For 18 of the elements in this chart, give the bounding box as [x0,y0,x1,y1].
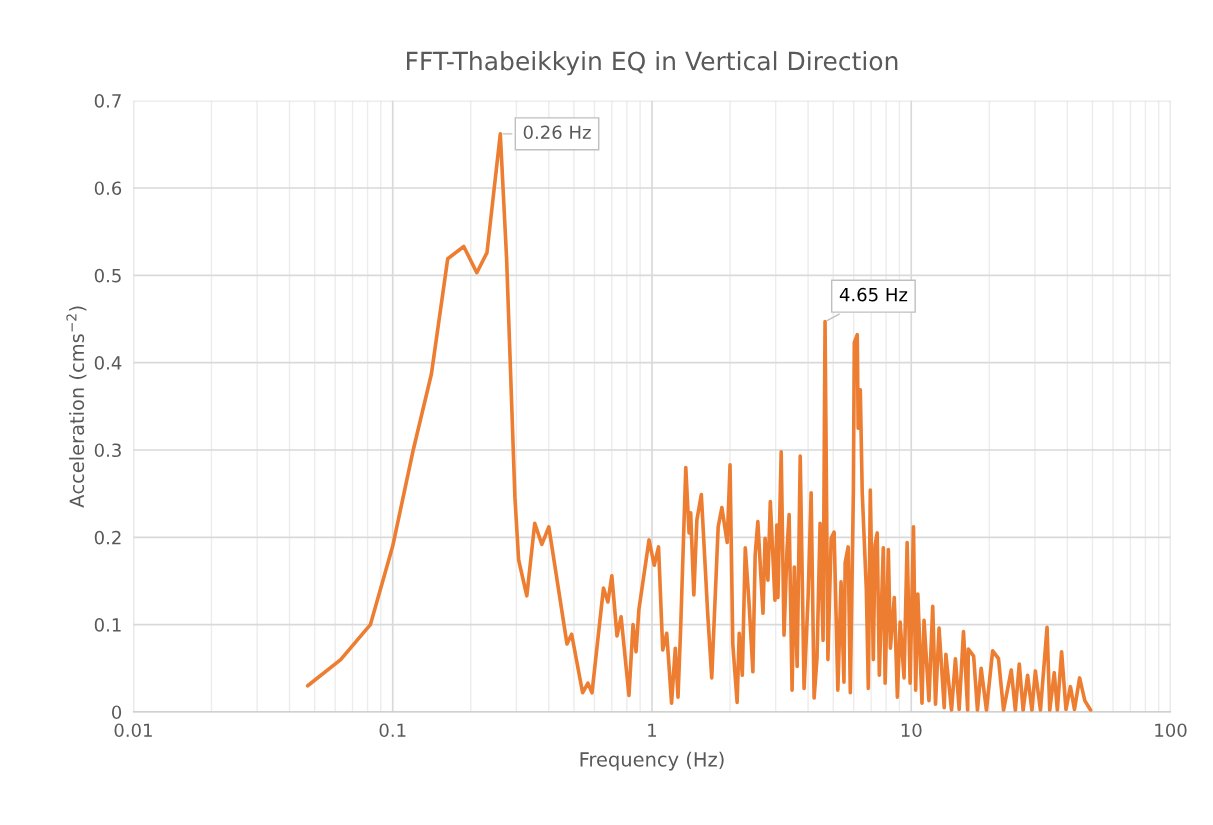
y-tick-label: 0.3 [94,443,121,458]
y-tick-label: 0.6 [94,181,122,196]
x-tick-label: 0.1 [379,723,406,738]
annotation: 4.65 Hz [839,287,908,302]
chart-title: FFT-Thabeikkyin EQ in Vertical Direction [407,51,898,76]
annotation: 0.26 Hz [523,125,591,140]
y-tick-label: 0.1 [94,618,121,632]
x-tick-label: 100 [1155,723,1187,738]
y-tick-label: 0.5 [94,268,121,283]
y-tick-label: 0.2 [94,530,121,545]
y-axis-title: Acceleration (cms$^{−2}$) [66,306,87,508]
x-axis-title: Frequency (Hz) [580,751,724,771]
x-tick-label: 0.01 [114,723,152,738]
x-tick-label: 1 [648,723,657,737]
y-tick-label: 0.4 [94,356,122,370]
y-tick-label: 0.7 [94,94,121,108]
x-tick-label: 10 [901,723,922,738]
y-tick-label: 0 [112,705,122,720]
